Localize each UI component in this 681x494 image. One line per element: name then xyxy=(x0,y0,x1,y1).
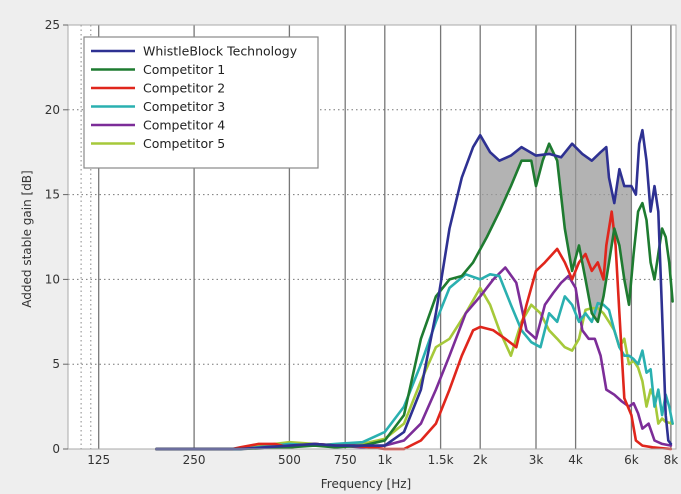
y-tick-label: 25 xyxy=(45,18,60,32)
legend-label: Competitor 5 xyxy=(143,136,225,151)
x-tick-label: 125 xyxy=(87,453,110,467)
ticks-layer: 125 250 500 750 1k 1.5k 2k 3k 4k 6k 8k 0 5 10 15 20 25 xyxy=(45,18,679,467)
y-tick-label: 15 xyxy=(45,188,60,202)
x-tick-label: 4k xyxy=(568,453,583,467)
x-tick-label: 3k xyxy=(529,453,544,467)
series-line xyxy=(155,272,674,451)
legend: WhistleBlock Technology Competitor 1 Compe… xyxy=(83,36,319,169)
plot-frame xyxy=(67,24,677,450)
x-tick-label: 1k xyxy=(378,453,393,467)
legend-label: Competitor 2 xyxy=(143,81,225,96)
x-tick-label: 500 xyxy=(278,453,301,467)
legend-box xyxy=(83,36,319,169)
shaded-region xyxy=(480,135,632,322)
legend-label: Competitor 1 xyxy=(143,62,225,77)
x-tick-label: 2k xyxy=(473,453,488,467)
y-tick-label: 0 xyxy=(52,442,60,456)
x-tick-label: 8k xyxy=(664,453,679,467)
shaded-region-layer xyxy=(480,135,632,322)
y-tick-label: 10 xyxy=(45,272,60,286)
y-tick-label: 20 xyxy=(45,103,60,117)
x-tick-label: 750 xyxy=(334,453,357,467)
y-axis-title: Added stable gain [dB] xyxy=(20,170,34,307)
series-layer xyxy=(155,128,674,451)
legend-label: Competitor 4 xyxy=(143,118,225,133)
x-tick-label: 1.5k xyxy=(428,453,454,467)
series-line xyxy=(155,128,673,451)
legend-label: WhistleBlock Technology xyxy=(143,44,298,59)
x-tick-label: 6k xyxy=(624,453,639,467)
legend-label: Competitor 3 xyxy=(143,99,225,114)
y-tick-label: 5 xyxy=(52,357,60,371)
x-tick-label: 250 xyxy=(183,453,206,467)
series-line xyxy=(155,142,674,451)
x-axis-title: Frequency [Hz] xyxy=(321,477,412,491)
